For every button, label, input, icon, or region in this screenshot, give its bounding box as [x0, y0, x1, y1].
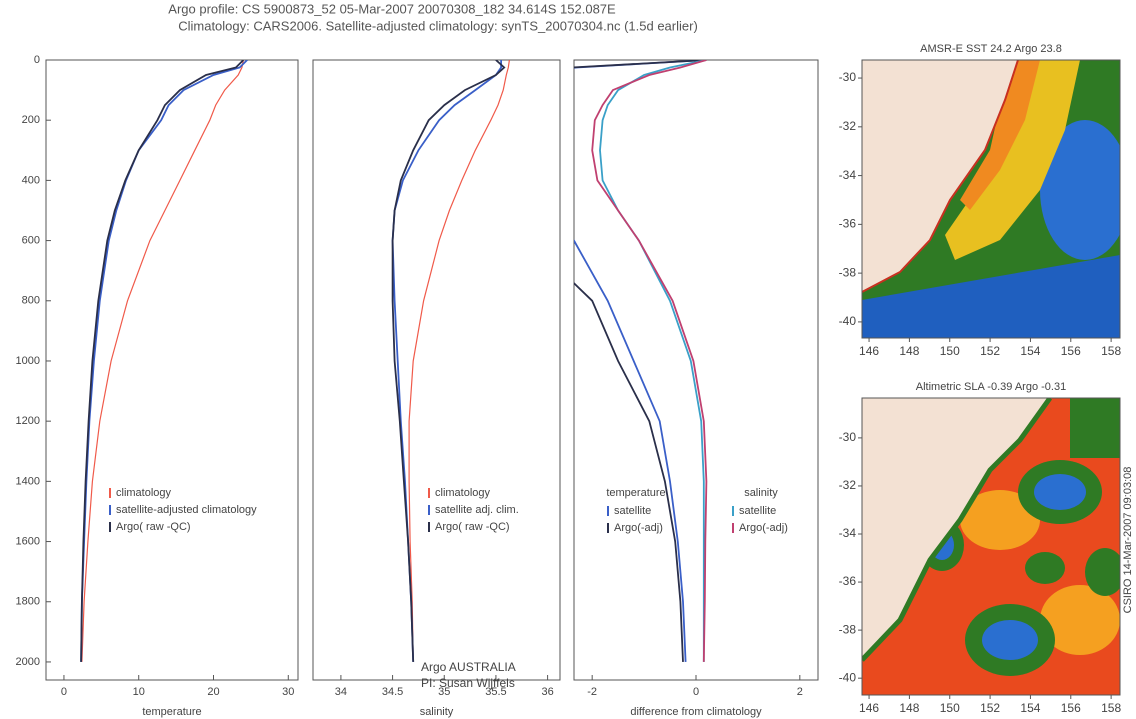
- sst-map-image: [862, 60, 1120, 338]
- y-tick-label: 600: [22, 234, 40, 246]
- profile-line: [80, 60, 248, 662]
- y-tick-label: -38: [839, 265, 857, 279]
- plot-frame: [573, 59, 819, 681]
- profile-line: [591, 60, 708, 662]
- x-tick-label: 2: [797, 686, 803, 698]
- y-tick-label: 1400: [16, 475, 40, 487]
- annotation: PI: Susan Wijffels: [421, 676, 515, 690]
- y-tick-label: -36: [839, 217, 857, 231]
- x-tick-label: -2: [587, 686, 597, 698]
- header-line: Climatology: CARS2006. Satellite-adjuste…: [178, 18, 698, 33]
- x-tick-label: 158: [1101, 701, 1121, 715]
- legend-label: climatology: [435, 487, 491, 499]
- y-tick-label: -38: [839, 622, 857, 636]
- profile-line: [599, 60, 707, 662]
- profile-line: [81, 60, 244, 662]
- y-tick-label: 200: [22, 114, 40, 126]
- x-tick-label: 146: [859, 701, 879, 715]
- y-tick-label: 400: [22, 174, 40, 186]
- y-tick-label: 1200: [16, 415, 40, 427]
- x-axis-label: difference from climatology: [630, 706, 762, 718]
- y-tick-label: -32: [839, 478, 857, 492]
- legend-label: climatology: [116, 487, 172, 499]
- x-tick-label: 156: [1061, 344, 1081, 358]
- legend-label: satellite-adjusted climatology: [116, 504, 257, 516]
- y-tick-label: -32: [839, 119, 857, 133]
- x-tick-label: 146: [859, 344, 879, 358]
- x-tick-label: 148: [899, 701, 919, 715]
- profile-line: [408, 60, 510, 662]
- x-tick-label: 150: [940, 344, 960, 358]
- x-tick-label: 20: [207, 686, 219, 698]
- map-frame: [861, 397, 1121, 696]
- x-axis-label: salinity: [420, 706, 454, 718]
- y-tick-label: 2000: [16, 656, 40, 668]
- legend-label: satellite: [614, 505, 651, 517]
- map-title: Altimetric SLA -0.39 Argo -0.31: [916, 381, 1066, 393]
- legend-header: salinity: [744, 487, 778, 499]
- x-tick-label: 0: [61, 686, 67, 698]
- profile-line: [80, 60, 245, 662]
- profile-line: [574, 60, 707, 662]
- legend-label: satellite: [739, 505, 776, 517]
- legend-label: Argo( raw -QC): [435, 521, 510, 533]
- x-tick-label: 34.5: [382, 686, 403, 698]
- x-tick-label: 0: [693, 686, 699, 698]
- legend-label: Argo(-adj): [614, 522, 663, 534]
- map-frame: [861, 59, 1121, 339]
- y-tick-label: 0: [34, 54, 40, 66]
- plot-frame: [45, 59, 299, 681]
- x-tick-label: 10: [133, 686, 145, 698]
- y-tick-label: -40: [839, 314, 857, 328]
- x-tick-label: 34: [335, 686, 347, 698]
- legend-label: satellite adj. clim.: [435, 504, 519, 516]
- y-tick-label: -30: [839, 70, 857, 84]
- y-tick-label: -36: [839, 574, 857, 588]
- y-tick-label: -30: [839, 430, 857, 444]
- x-tick-label: 36: [541, 686, 553, 698]
- x-tick-label: 152: [980, 344, 1000, 358]
- y-tick-label: 1600: [16, 535, 40, 547]
- x-tick-label: 150: [940, 701, 960, 715]
- header-line: Argo profile: CS 5900873_52 05-Mar-2007 …: [168, 1, 616, 16]
- series-group: [391, 60, 510, 662]
- series-group: [80, 60, 248, 662]
- x-tick-label: 30: [282, 686, 294, 698]
- y-tick-label: 1000: [16, 355, 40, 367]
- series-group: [574, 60, 708, 662]
- map-title: AMSR-E SST 24.2 Argo 23.8: [920, 43, 1062, 55]
- y-tick-label: -34: [839, 526, 857, 540]
- y-tick-label: -40: [839, 670, 857, 684]
- profile-line: [574, 60, 707, 662]
- credit: CSIRO 14-Mar-2007 09:03:08: [1122, 467, 1134, 614]
- x-tick-label: 154: [1020, 701, 1040, 715]
- profile-line: [391, 60, 506, 662]
- annotation: Argo AUSTRALIA: [421, 660, 516, 674]
- x-tick-label: 158: [1101, 344, 1121, 358]
- x-tick-label: 156: [1061, 701, 1081, 715]
- legend-label: Argo(-adj): [739, 522, 788, 534]
- x-tick-label: 35.5: [485, 686, 506, 698]
- legend-label: Argo( raw -QC): [116, 521, 191, 533]
- sla-map-image: [862, 398, 1120, 695]
- x-axis-label: temperature: [142, 706, 201, 718]
- y-tick-label: 1800: [16, 596, 40, 608]
- x-tick-label: 148: [899, 344, 919, 358]
- legend-header: temperature: [606, 487, 665, 499]
- y-tick-label: 800: [22, 295, 40, 307]
- x-tick-label: 154: [1020, 344, 1040, 358]
- plot-frame: [312, 59, 561, 681]
- x-tick-label: 152: [980, 701, 1000, 715]
- y-tick-label: -34: [839, 168, 857, 182]
- x-tick-label: 35: [438, 686, 450, 698]
